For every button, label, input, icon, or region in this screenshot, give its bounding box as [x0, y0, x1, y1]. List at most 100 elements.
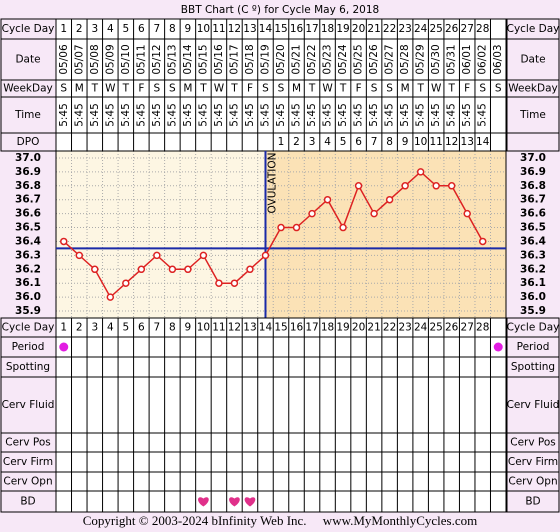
weekday-cell: F: [464, 83, 470, 95]
cycle_day-cell: 7: [154, 322, 161, 334]
cycle_day-cell: 1: [60, 322, 67, 334]
weekday-cell: F: [138, 83, 144, 95]
cycle_day-cell: 21: [367, 322, 380, 334]
cycle_day-cell: 28: [476, 23, 489, 35]
y-tick-label: 36.4: [520, 235, 546, 247]
row-label: WeekDay: [508, 83, 558, 95]
time-cell: 5:45: [73, 103, 85, 127]
temp-point: [370, 209, 378, 218]
row-cells: [55, 356, 507, 378]
time-cell: 5:45: [461, 103, 473, 127]
row-label: BD: [20, 496, 35, 508]
dpo-cell: 1: [278, 136, 285, 148]
bd-heart: [198, 497, 209, 507]
row-label: Spotting: [6, 361, 50, 373]
cycle_day-cell: 8: [169, 23, 176, 35]
time-cell: 5:45: [151, 103, 163, 127]
cycle_day-cell: 17: [305, 322, 318, 334]
cycle_day-cell: 22: [383, 23, 396, 35]
date-cell: 05/19: [259, 44, 271, 74]
weekday-cell: W: [431, 83, 442, 95]
time-cell: 5:45: [213, 103, 225, 127]
dpo-cell: 7: [371, 136, 378, 148]
date-cell: 05/31: [446, 44, 458, 74]
row-label: Cerv Opn: [508, 476, 557, 488]
dpo-cell: 11: [429, 136, 442, 148]
dpo-cell: 5: [340, 136, 347, 148]
y-tick-label: 36.4: [15, 235, 41, 247]
time-cell: 5:45: [306, 103, 318, 127]
row-label: WeekDay: [3, 83, 53, 95]
cycle_day-cell: 11: [212, 322, 225, 334]
temp-point: [60, 237, 68, 246]
row-cells: [55, 336, 507, 358]
cycle_day-cell: 22: [383, 322, 396, 334]
date-cell: 05/23: [322, 44, 334, 74]
y-tick-label: 36.1: [520, 277, 546, 289]
row-label: Cycle Day: [2, 23, 55, 35]
temp-point: [184, 265, 192, 274]
cycle_day-cell: 20: [352, 322, 365, 334]
cycle_day-cell: 19: [336, 23, 349, 35]
cycle_day-cell: 11: [212, 23, 225, 35]
bd-heart: [244, 497, 256, 507]
row-label: Cycle Day: [507, 322, 560, 334]
cycle_day-cell: 15: [274, 23, 287, 35]
weekday-cell: T: [308, 83, 316, 95]
cycle_day-cell: 16: [290, 322, 304, 334]
weekday-cell: S: [169, 83, 176, 95]
cycle_day-cell: 5: [122, 322, 129, 334]
temp-point: [416, 168, 425, 176]
dpo-cell: 13: [461, 136, 474, 148]
time-cell: 5:45: [399, 103, 411, 127]
time-cell: 5:45: [337, 103, 349, 127]
cycle_day-cell: 24: [414, 23, 428, 35]
weekday-cell: S: [262, 83, 269, 95]
cycle_day-cell: 16: [290, 23, 304, 35]
date-cell: 05/16: [213, 44, 225, 75]
cycle_day-cell: 27: [461, 322, 474, 334]
temp-line: [63, 170, 484, 299]
row-label: Period: [517, 341, 550, 353]
date-cell: 06/01: [461, 44, 473, 74]
row-label: Cerv Opn: [3, 476, 52, 488]
date-cell: 05/20: [275, 44, 287, 74]
date-cell: 05/08: [89, 44, 101, 74]
y-tick-label: 35.9: [15, 305, 41, 317]
weekday-cell: T: [91, 83, 99, 95]
weekday-cell: W: [105, 83, 116, 95]
date-cell: 05/26: [368, 44, 380, 75]
time-cell: 5:45: [166, 103, 178, 127]
weekday-cell: S: [154, 83, 161, 95]
time-cell: 5:45: [197, 103, 209, 127]
temp-point: [106, 293, 115, 301]
date-cell: 05/13: [166, 44, 178, 74]
row-label: Date: [520, 54, 545, 66]
label-cell: [506, 132, 560, 152]
weekday-cell: S: [278, 83, 285, 95]
time-cell: 5:45: [368, 103, 380, 127]
time-cell: 5:45: [353, 103, 365, 127]
weekday-cell: T: [416, 83, 424, 95]
weekday-cell: T: [230, 83, 238, 95]
weekday-cell: M: [292, 83, 301, 95]
y-tick-label: 36.0: [520, 291, 546, 303]
footer: Copyright © 2003-2024 bInfinity Web Inc.…: [83, 513, 477, 528]
date-cell: 05/29: [415, 44, 427, 74]
temp-point: [354, 182, 363, 190]
date-cell: 05/18: [244, 44, 256, 74]
y-tick-label: 36.2: [15, 263, 41, 275]
temp-point: [261, 251, 270, 260]
temp-point: [277, 223, 285, 232]
date-cell: 05/06: [58, 44, 70, 75]
weekday-cell: S: [495, 83, 502, 95]
row-label: Time: [519, 109, 546, 121]
cycle_day-cell: 28: [476, 322, 489, 334]
time-cell: 5:45: [275, 103, 287, 127]
date-cell: 05/22: [306, 44, 318, 74]
row-cells: [55, 376, 507, 434]
cycle_day-cell: 23: [398, 322, 411, 334]
temp-point: [215, 279, 223, 287]
row-label: Spotting: [511, 361, 555, 373]
row-label: Cerv Pos: [5, 437, 51, 449]
